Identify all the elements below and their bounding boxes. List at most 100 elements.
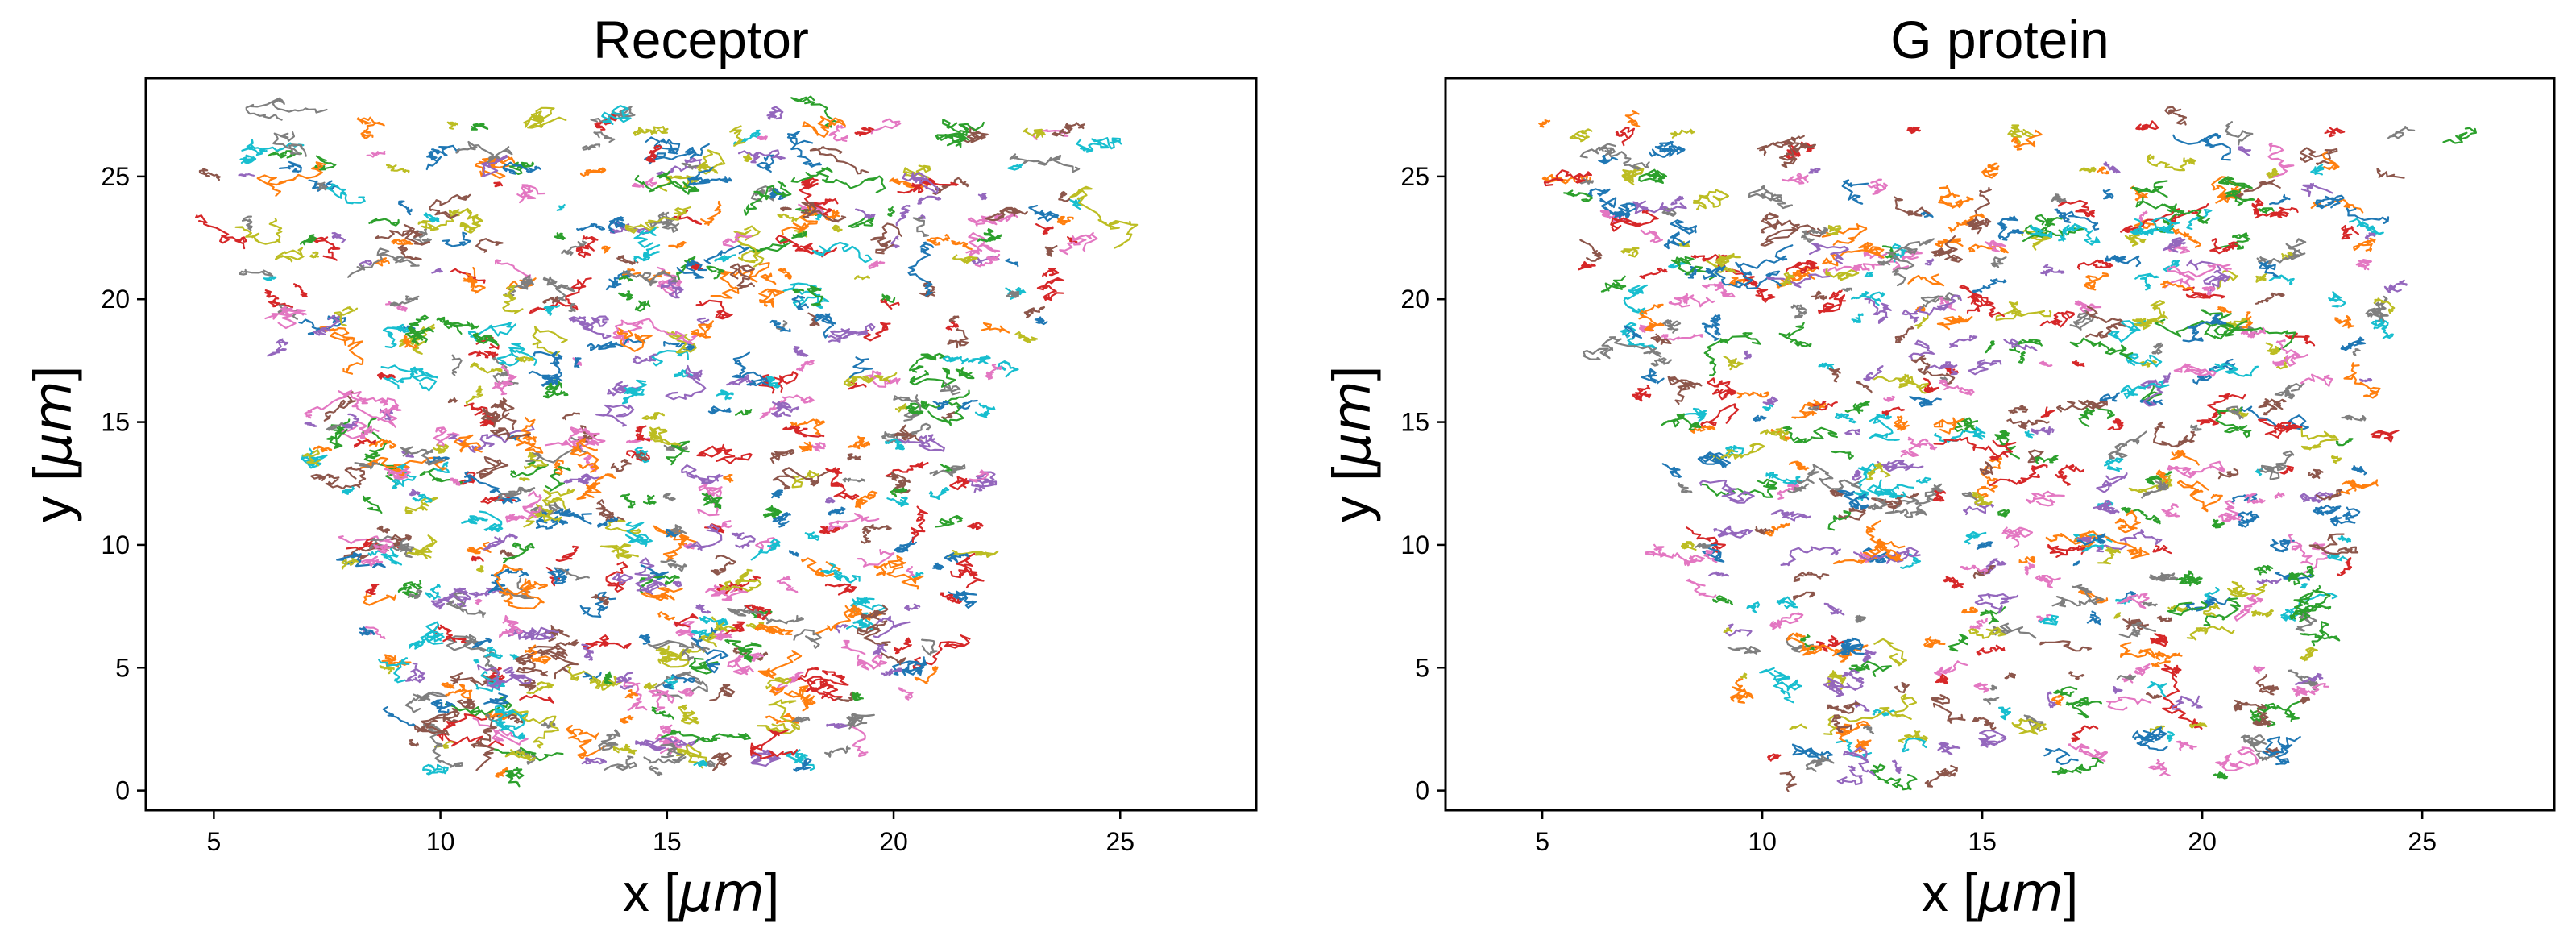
trajectory-line — [1953, 417, 1979, 433]
trajectory-line — [827, 506, 846, 516]
trajectory-line — [2055, 473, 2072, 486]
trajectory-line — [653, 525, 699, 561]
trajectory-line — [2024, 562, 2035, 576]
trajectory-line — [657, 611, 675, 621]
trajectory-line — [641, 412, 666, 420]
trajectory-line — [745, 604, 772, 621]
trajectory-line — [589, 676, 606, 689]
trajectory-line — [917, 195, 942, 205]
trajectory-line — [1723, 356, 1744, 371]
trajectory-line — [1924, 764, 1958, 788]
trajectory-line — [245, 97, 328, 121]
trajectory-line — [948, 315, 960, 322]
trajectory-line — [275, 247, 305, 263]
trajectory-line — [2190, 424, 2202, 431]
trajectory-line — [581, 757, 608, 765]
trajectory-line — [369, 535, 415, 559]
trajectory-line — [467, 322, 516, 342]
trajectory-line — [1681, 541, 1697, 551]
trajectory-line — [633, 126, 669, 136]
trajectory-line — [2105, 255, 2142, 268]
trajectory-line — [1760, 219, 1824, 247]
y-tick-label: 5 — [1415, 653, 1429, 682]
trajectory-line — [446, 634, 487, 653]
trajectory-line — [1583, 336, 1662, 360]
trajectory-line — [1836, 637, 1869, 655]
trajectory-line — [582, 143, 601, 151]
trajectory-line — [487, 568, 529, 594]
trajectory-line — [2018, 555, 2036, 563]
trajectory-line — [1069, 185, 1139, 249]
trajectory-line — [1924, 258, 1935, 266]
trajectory-line — [1973, 682, 1989, 693]
trajectory-line — [2215, 406, 2252, 439]
trajectory-line — [2051, 757, 2105, 776]
trajectory-line — [967, 212, 1018, 227]
trajectory-line — [2355, 259, 2372, 271]
trajectory-line — [2373, 297, 2396, 314]
trajectory-line — [749, 729, 799, 760]
trajectory-line — [2263, 747, 2280, 755]
trajectory-line — [909, 367, 956, 388]
trajectory-line — [483, 692, 509, 705]
trajectory-line — [1792, 143, 1816, 152]
trajectory-line — [1910, 355, 1956, 385]
trajectory-line — [678, 688, 695, 697]
trajectory-line — [697, 733, 752, 743]
trajectory-line — [508, 161, 527, 175]
trajectory-line — [2172, 132, 2232, 161]
trajectory-line — [649, 426, 681, 447]
trajectory-line — [1723, 627, 1733, 634]
trajectory-line — [1873, 638, 1907, 667]
trajectory-line — [1948, 634, 1969, 652]
trajectory-line — [660, 559, 687, 572]
trajectory-line — [1791, 743, 1833, 763]
trajectory-line — [522, 490, 542, 515]
trajectory-line — [648, 689, 675, 713]
trajectory-line — [494, 486, 536, 502]
trajectory-line — [862, 322, 891, 342]
trajectory-line — [1703, 265, 1744, 289]
trajectory-line — [2047, 543, 2089, 558]
trajectory-line — [1831, 451, 1854, 460]
trajectory-line — [2270, 539, 2295, 553]
trajectory-line — [800, 202, 847, 223]
trajectory-line — [2150, 633, 2169, 647]
trajectory-line — [1670, 195, 1684, 206]
trajectory-line — [1841, 287, 1852, 293]
trajectory-line — [2266, 168, 2279, 179]
trajectory-line — [576, 222, 606, 231]
trajectory-line — [1994, 430, 2020, 460]
trajectory-line — [1708, 571, 1730, 577]
trajectory-line — [341, 558, 359, 570]
trajectory-line — [484, 647, 503, 659]
trajectory-line — [595, 404, 635, 427]
trajectory-line — [2139, 399, 2163, 406]
trajectory-line — [579, 167, 607, 177]
trajectory-line — [1735, 244, 1794, 290]
trajectory-line — [703, 244, 750, 264]
g-protein-x-axis-label: x [μm] — [1922, 862, 2078, 924]
trajectory-line — [2026, 490, 2065, 507]
trajectory-line — [697, 483, 723, 517]
trajectory-line — [483, 533, 518, 551]
trajectory-line — [1961, 606, 1978, 614]
trajectory-line — [541, 721, 556, 729]
receptor-y-axis-label: y [μm] — [22, 366, 84, 522]
trajectory-line — [1869, 414, 1900, 441]
trajectory-line — [1863, 248, 1923, 260]
trajectory-line — [1823, 602, 1845, 616]
trajectory-line — [1793, 591, 1815, 601]
trajectory-line — [732, 351, 772, 387]
trajectory-line — [1713, 525, 1753, 539]
trajectory-line — [2138, 210, 2148, 222]
trajectory-line — [1600, 275, 1627, 293]
trajectory-line — [895, 205, 911, 227]
trajectory-line — [714, 630, 733, 641]
trajectory-line — [1760, 427, 1790, 442]
trajectory-line — [762, 505, 782, 519]
trajectory-line — [543, 305, 561, 317]
g-protein-panel: G protein 5 10 15 20 25 0 5 10 15 20 25 x [μm] y … — [1321, 10, 2556, 924]
trajectory-line — [1686, 578, 1717, 598]
trajectory-line — [1663, 231, 1690, 250]
